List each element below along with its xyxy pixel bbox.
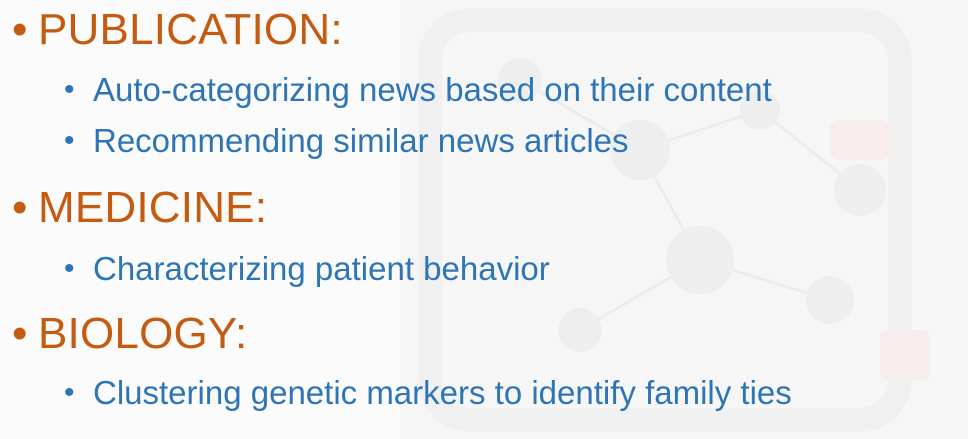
item-auto-categorizing: Auto-categorizing news based on their co… bbox=[93, 71, 772, 108]
section-title-biology: BIOLOGY: bbox=[38, 309, 248, 358]
section-title-medicine: MEDICINE: bbox=[38, 183, 268, 232]
item-bullet: • bbox=[64, 376, 75, 409]
item-bullet: • bbox=[64, 73, 75, 106]
item-clustering: Clustering genetic markers to identify f… bbox=[93, 374, 792, 411]
item-bullet: • bbox=[64, 252, 75, 285]
section-bullet: • bbox=[12, 309, 28, 358]
item-characterizing: Characterizing patient behavior bbox=[93, 250, 550, 287]
item-recommending: Recommending similar news articles bbox=[93, 122, 629, 159]
item-bullet: • bbox=[64, 124, 75, 157]
section-title-publication: PUBLICATION: bbox=[38, 5, 343, 54]
section-bullet: • bbox=[12, 183, 28, 232]
section-bullet: • bbox=[12, 5, 28, 54]
